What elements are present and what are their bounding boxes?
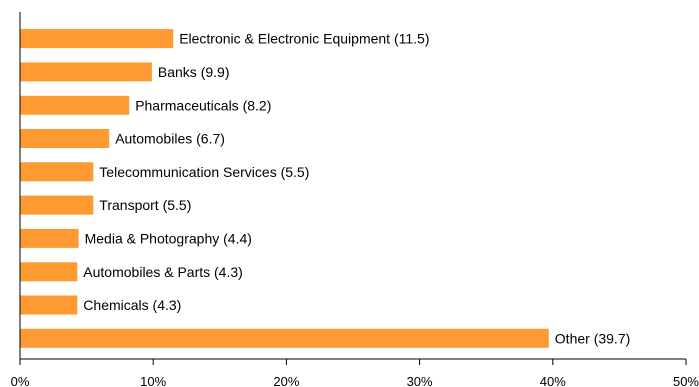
bar-10 xyxy=(20,328,549,348)
bar-1 xyxy=(20,29,174,49)
x-tick-label-1: 10% xyxy=(140,374,166,387)
x-tick-label-3: 30% xyxy=(407,374,433,387)
bar-label-4: Automobiles (6.7) xyxy=(115,131,225,147)
bar-5 xyxy=(20,162,94,182)
bar-3 xyxy=(20,95,130,115)
bar-label-2: Banks (9.9) xyxy=(158,64,230,80)
bar-2 xyxy=(20,62,152,82)
bar-9 xyxy=(20,295,78,315)
bar-4 xyxy=(20,129,110,148)
x-tick-label-4: 40% xyxy=(540,374,566,387)
x-tick-label-5: 50% xyxy=(673,374,699,387)
bar-label-8: Automobiles & Parts (4.3) xyxy=(83,264,243,280)
x-tick-label-2: 20% xyxy=(273,374,299,387)
bar-label-3: Pharmaceuticals (8.2) xyxy=(135,97,271,113)
bar-label-5: Telecommunication Services (5.5) xyxy=(99,164,309,180)
bar-labels-group: Electronic & Electronic Equipment (11.5)… xyxy=(83,31,630,347)
bar-6 xyxy=(20,195,94,215)
bar-label-1: Electronic & Electronic Equipment (11.5) xyxy=(179,31,429,47)
bar-label-6: Transport (5.5) xyxy=(99,197,191,213)
x-tick-label-0: 0% xyxy=(11,374,30,387)
bar-8 xyxy=(20,262,78,282)
bar-label-7: Media & Photography (4.4) xyxy=(85,230,252,246)
x-ticks-group: 0% 10% 20% 30% 40% 50% xyxy=(11,359,699,387)
axes-group xyxy=(19,12,686,360)
bars-group xyxy=(20,29,549,348)
bar-label-9: Chemicals (4.3) xyxy=(83,297,181,313)
bar-7 xyxy=(20,228,79,248)
bar-label-10: Other (39.7) xyxy=(555,330,630,346)
